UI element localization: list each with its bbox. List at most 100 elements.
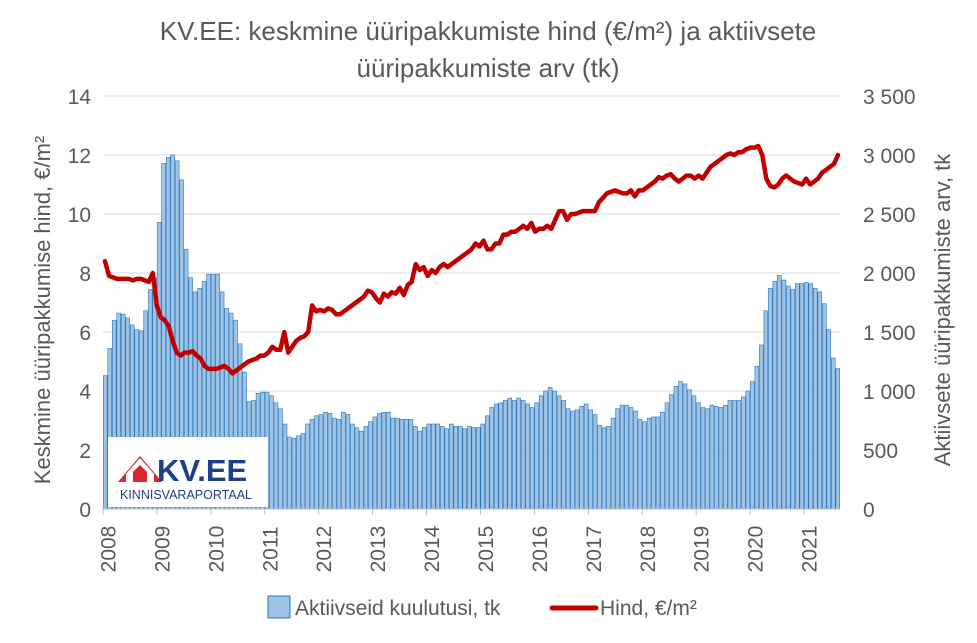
x-tick-label: 2021: [799, 526, 822, 573]
bar: [359, 430, 364, 510]
legend: Aktiivseid kuulutusi, tk Hind, €/m²: [267, 595, 697, 620]
bar: [453, 426, 459, 510]
bar: [480, 423, 485, 510]
bar: [655, 416, 661, 510]
bar: [615, 408, 620, 510]
x-tick-label: 2013: [367, 526, 390, 573]
bar: [750, 381, 755, 510]
bar: [808, 283, 814, 510]
bar: [777, 275, 782, 510]
bar: [817, 291, 823, 510]
bar: [502, 400, 508, 510]
bar: [813, 288, 818, 510]
bar: [538, 395, 544, 510]
y-right-tick-label: 3 500: [863, 86, 916, 109]
bar: [350, 423, 355, 510]
bar: [282, 423, 288, 510]
bar: [696, 402, 701, 510]
bar: [664, 402, 670, 510]
bar: [368, 421, 373, 510]
bar: [444, 428, 450, 510]
x-tick-label: 2017: [583, 526, 606, 573]
x-tick-label: 2015: [475, 526, 498, 573]
y-left-tick-label: 4: [79, 381, 91, 404]
bar: [291, 437, 297, 510]
bar: [835, 368, 840, 510]
bar: [673, 385, 679, 510]
y-left-tick-label: 2: [79, 440, 91, 463]
bar: [687, 389, 692, 510]
line-series: [102, 143, 841, 376]
bar: [390, 417, 396, 510]
legend-label-line: Hind, €/m²: [600, 597, 697, 620]
bar: [354, 427, 360, 510]
bar: [408, 419, 414, 510]
bar: [426, 423, 432, 510]
bar: [422, 427, 427, 510]
bar: [592, 414, 598, 510]
x-tick-label: 2020: [745, 526, 768, 573]
y-left-tick-label: 6: [79, 322, 91, 345]
bar: [736, 400, 742, 510]
bar: [458, 426, 463, 510]
bar: [386, 411, 391, 510]
x-tick-label: 2019: [691, 526, 714, 573]
bar: [395, 417, 400, 510]
bar: [327, 413, 333, 510]
bar: [278, 408, 283, 510]
bar: [606, 426, 611, 510]
bar: [831, 357, 836, 510]
y-axis-right-label: Aktiivsete üüripakkumiste arv, tk: [930, 153, 955, 467]
logo-tagline-text: KINNISVARAPORTAAL: [120, 488, 252, 502]
kv-ee-logo: KV.EE KINNISVARAPORTAAL: [108, 437, 268, 507]
bar: [574, 409, 580, 510]
chart-title-line-1: KV.EE: keskmine üüripakkumiste hind (€/m…: [160, 16, 817, 46]
bar: [399, 419, 405, 510]
bar: [759, 344, 764, 510]
bar: [633, 410, 638, 510]
bar: [345, 414, 351, 510]
bar: [269, 395, 274, 510]
bar: [534, 402, 539, 510]
y-left-tick-label: 12: [68, 145, 91, 168]
bar: [790, 289, 796, 510]
bar: [588, 409, 593, 510]
bar: [520, 400, 526, 510]
y-left-tick-label: 8: [79, 263, 91, 286]
bar: [511, 400, 517, 510]
bar: [682, 383, 688, 510]
bar: [610, 417, 616, 510]
bar: [332, 417, 337, 510]
bar: [646, 417, 652, 510]
bar: [727, 400, 733, 510]
y-right-tick-label: 500: [863, 440, 898, 463]
bar: [377, 413, 382, 510]
bar: [804, 282, 809, 510]
bar: [691, 395, 697, 510]
bar: [300, 433, 306, 510]
bar: [579, 406, 584, 510]
bar: [475, 427, 481, 510]
bar: [404, 419, 409, 510]
bar: [372, 416, 378, 510]
bar: [768, 288, 773, 510]
bar: [543, 390, 548, 510]
bar: [786, 285, 791, 510]
bar: [718, 407, 724, 510]
bar: [552, 390, 557, 510]
bar: [449, 423, 454, 510]
bar: [363, 426, 369, 510]
y-axis-left-label: Keskmine üüripakkumise hind, €/m²: [30, 136, 55, 484]
bar: [678, 381, 683, 510]
bar: [660, 411, 665, 510]
x-tick-label: 2009: [151, 526, 174, 573]
bar: [507, 397, 512, 510]
bar: [471, 427, 476, 510]
bar: [637, 419, 643, 510]
bar: [741, 396, 746, 510]
y-right-tick-label: 1 500: [863, 322, 916, 345]
bar: [413, 426, 418, 510]
bar: [754, 365, 760, 510]
